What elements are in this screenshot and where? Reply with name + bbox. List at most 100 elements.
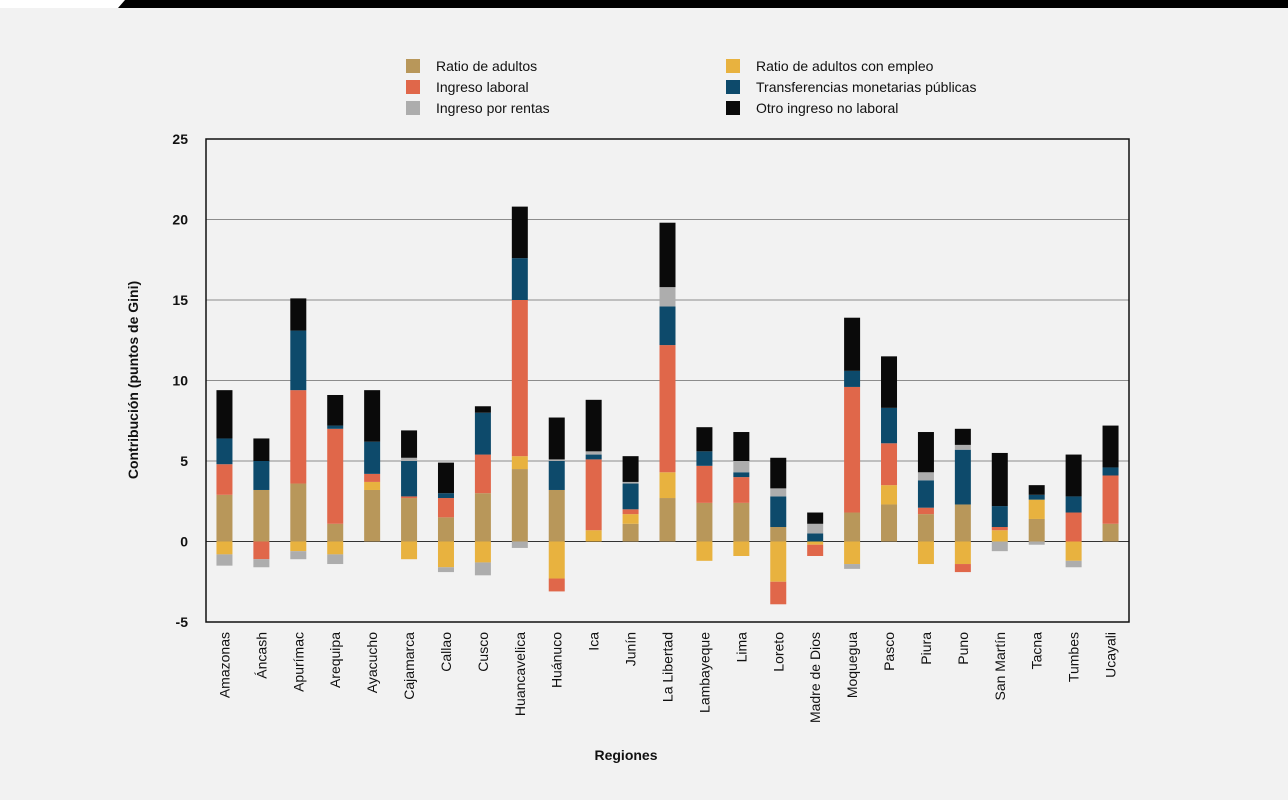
x-tick-label: Ica (586, 632, 602, 651)
legend-label: Ingreso laboral (436, 79, 529, 95)
x-tick-label: Ucayali (1103, 632, 1119, 678)
bar-stack (511, 206, 528, 548)
legend-item: Ingreso laboral (406, 79, 529, 95)
bar-stack (991, 452, 1008, 552)
bar-segment (216, 438, 233, 465)
x-tick-label: Tacna (1029, 632, 1045, 670)
x-tick-label: La Libertad (660, 632, 676, 702)
bar-segment (511, 258, 528, 300)
bar-segment (733, 541, 750, 556)
bar-segment (733, 477, 750, 503)
bar-segment (290, 541, 307, 552)
bar-segment (807, 544, 824, 556)
bar-segment (1028, 494, 1045, 500)
bar-segment (474, 412, 491, 455)
bar-segment (548, 578, 565, 592)
bar-segment (954, 541, 971, 565)
legend-swatch (406, 80, 420, 94)
x-tick-label: Áncash (253, 632, 269, 679)
x-tick-label: Piura (918, 632, 934, 665)
legend-swatch (726, 80, 740, 94)
bar-stack (659, 222, 676, 542)
bar-segment (327, 428, 344, 524)
bar-segment (807, 533, 824, 542)
bar-stack (548, 417, 565, 592)
bar-segment (401, 498, 418, 542)
bar-segment (733, 502, 750, 542)
bar-segment (696, 465, 713, 503)
bar-stack (364, 390, 381, 542)
bar-segment (474, 454, 491, 494)
bar-segment (1102, 425, 1119, 468)
bar-segment (1102, 467, 1119, 476)
y-tick-label: 10 (172, 373, 188, 389)
bar-segment (364, 441, 381, 474)
plot-frame (205, 138, 1130, 623)
bar-segment (216, 494, 233, 542)
bar-segment (548, 541, 565, 579)
legend-swatch (406, 101, 420, 115)
bar-segment (548, 489, 565, 542)
x-tick-label: Cusco (475, 632, 491, 672)
bar-segment (844, 564, 861, 569)
bar-segment (807, 523, 824, 534)
bar-segment (1065, 454, 1082, 497)
bar-segment (511, 300, 528, 457)
bar-segment (474, 493, 491, 542)
bar-segment (401, 457, 418, 461)
x-tick-label: Huánuco (549, 632, 565, 688)
bar-segment (216, 390, 233, 439)
bar-stack (216, 390, 233, 566)
bar-segment (253, 438, 270, 461)
bar-segment (770, 496, 787, 528)
bar-segment (1028, 485, 1045, 495)
bar-stack (290, 298, 307, 560)
legend-item: Ratio de adultos (406, 58, 537, 74)
x-tick-label: Loreto (770, 632, 786, 672)
bar-segment (401, 461, 418, 497)
bar-stack (401, 430, 418, 560)
bar-segment (474, 541, 491, 563)
bar-segment (401, 430, 418, 458)
y-tick-label: 25 (172, 131, 188, 147)
bar-segment (696, 451, 713, 466)
bar-segment (917, 514, 934, 542)
top-bar (0, 0, 1288, 8)
bar-segment (290, 330, 307, 391)
bar-segment (844, 370, 861, 387)
bar-stack (437, 462, 454, 573)
bar-segment (327, 554, 344, 565)
bar-segment (991, 527, 1008, 531)
bar-segment (216, 554, 233, 566)
x-tick-label: San Martín (992, 632, 1008, 700)
legend-item: Ratio de adultos con empleo (726, 58, 934, 74)
bar-segment (437, 567, 454, 573)
bar-segment (1065, 541, 1082, 561)
bar-segment (401, 496, 418, 499)
x-tick-label: Callao (438, 632, 454, 672)
bar-segment (327, 425, 344, 429)
y-tick-label: 0 (180, 534, 188, 550)
bar-stack (474, 406, 491, 576)
bar-stack (733, 432, 750, 556)
bar-segment (548, 459, 565, 461)
bar-segment (991, 506, 1008, 528)
bar-stack (881, 356, 898, 542)
bar-segment (991, 541, 1008, 552)
bar-segment (1102, 475, 1119, 524)
legend-swatch (726, 59, 740, 73)
bar-segment (954, 504, 971, 542)
bar-segment (364, 473, 381, 482)
bar-segment (881, 504, 898, 542)
bar-segment (954, 449, 971, 505)
bar-segment (917, 432, 934, 473)
bar-segment (659, 287, 676, 307)
bar-segment (1065, 496, 1082, 513)
bar-segment (770, 527, 787, 542)
legend-item: Transferencias monetarias públicas (726, 79, 976, 95)
bar-segment (991, 452, 1008, 507)
bar-segment (770, 541, 787, 582)
bar-segment (881, 443, 898, 486)
x-tick-label: Moquegua (844, 632, 860, 698)
